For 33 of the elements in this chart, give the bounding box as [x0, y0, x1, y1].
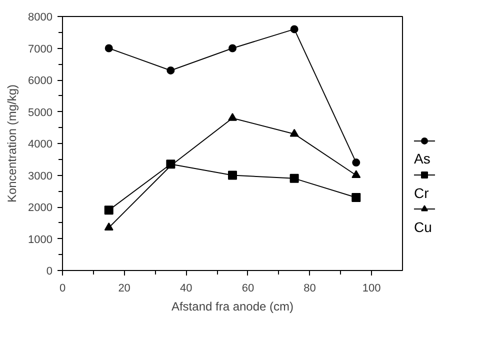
y-tick-label: 2000	[28, 202, 53, 214]
x-tick-label: 20	[118, 282, 130, 294]
point	[104, 44, 113, 52]
x-tick-label: 80	[304, 282, 316, 294]
y-axis-title: Koncentration (mg/kg)	[5, 84, 20, 203]
point	[228, 44, 236, 52]
point	[290, 174, 299, 183]
x-tick-label: 100	[362, 282, 381, 294]
y-tick-label: 8000	[28, 12, 53, 24]
legend-label: As	[414, 150, 430, 167]
point	[352, 192, 361, 202]
point	[290, 128, 299, 137]
y-tick-label: 6000	[28, 75, 53, 87]
y-tick-label: 0	[46, 266, 53, 278]
x-axis-title: Afstand fra anode (cm)	[171, 300, 294, 314]
y-tick-label: 7000	[28, 43, 53, 56]
point	[352, 170, 361, 178]
x-tick-label: 0	[59, 282, 66, 294]
x-tick-label: 60	[242, 282, 254, 294]
legend-label: Cr	[414, 184, 430, 201]
point	[104, 222, 114, 230]
point	[352, 158, 360, 167]
point	[104, 206, 114, 215]
point	[228, 170, 237, 180]
point	[166, 66, 175, 74]
y-tick-label: 1000	[28, 234, 53, 246]
legend-label: Cu	[414, 218, 432, 235]
y-tick-label: 3000	[28, 170, 53, 182]
y-tick-label: 4000	[28, 138, 53, 150]
point	[290, 25, 298, 34]
y-tick-label: 5000	[28, 106, 53, 119]
point	[228, 112, 237, 121]
x-tick-label: 40	[180, 282, 192, 294]
